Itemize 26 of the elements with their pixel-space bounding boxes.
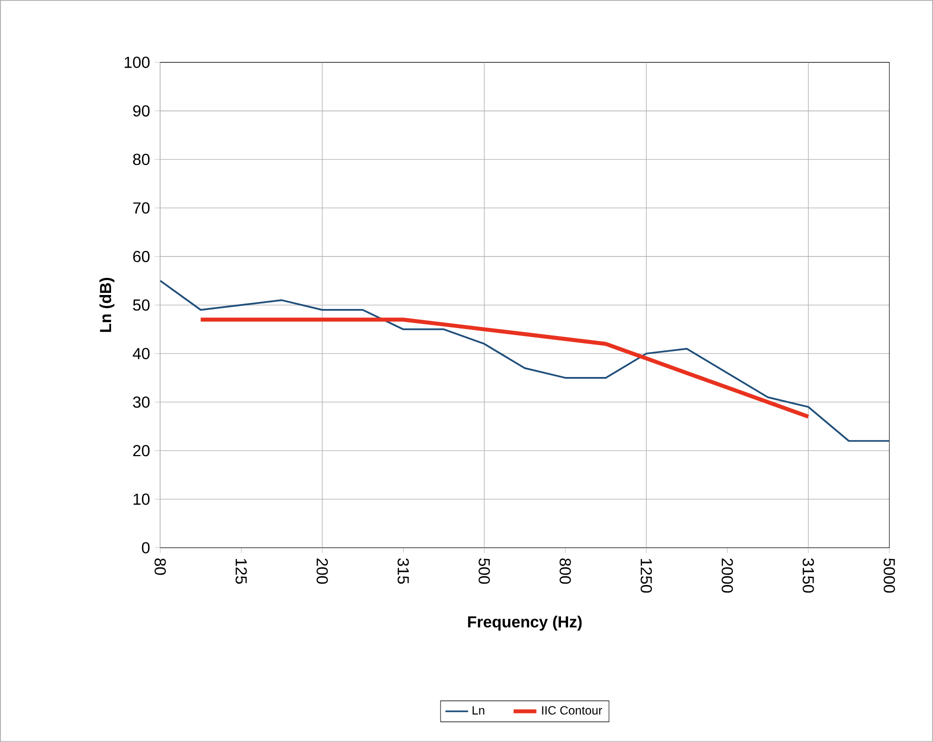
x-tick-label: 125 [236,559,247,584]
x-tick-label: 5000 [884,558,895,593]
x-tick-label: 500 [478,558,490,584]
x-tick-label: 2000 [722,558,733,593]
legend-label: Ln [472,706,484,714]
y-axis-title: Ln (dB) [99,278,114,332]
y-tick-label: 10 [134,494,150,505]
y-tick-label: 100 [124,56,150,68]
y-tick-label: 90 [133,105,150,117]
y-tick-label: 70 [133,202,150,214]
legend-label: IIC Contour [542,706,602,715]
x-tick-label: 200 [316,558,328,584]
y-tick-label: 30 [133,396,150,408]
x-tick-label: 3150 [802,558,814,593]
x-tick-label: 80 [154,558,166,575]
x-tick-label: 800 [560,558,571,584]
x-axis-title: Frequency (Hz) [468,616,582,631]
y-tick-label: 0 [142,542,150,554]
y-tick-label: 50 [133,299,150,311]
line-series [160,280,890,442]
y-tick-label: 20 [133,445,150,456]
y-tick-label: 40 [132,348,150,360]
y-tick-label: 80 [133,154,150,166]
x-tick-label: 315 [398,558,409,584]
x-tick-label: 1250 [640,559,652,593]
y-tick-label: 60 [133,250,150,262]
